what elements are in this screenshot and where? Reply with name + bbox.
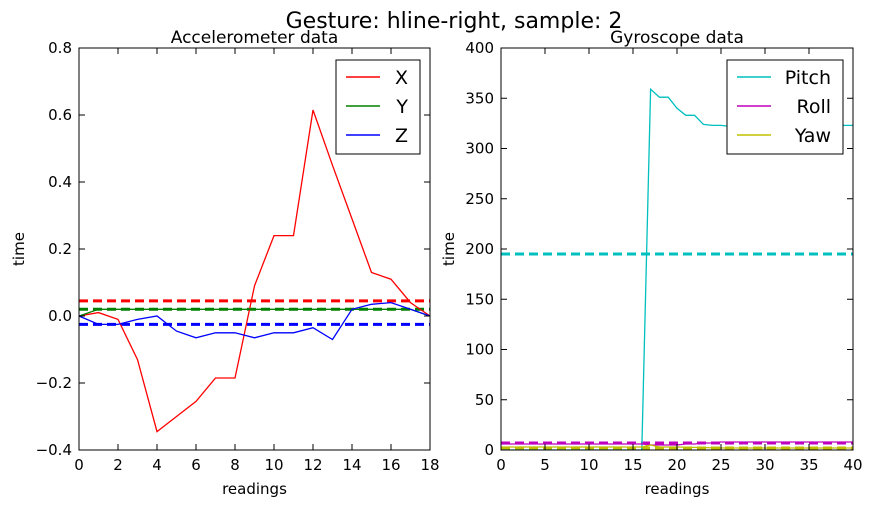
gyroscope-legend-box	[726, 59, 844, 155]
gyroscope-x-tick-label: 30	[755, 456, 774, 474]
accelerometer-x-tick-label: 10	[264, 456, 283, 474]
accelerometer-x-tick-label: 18	[420, 456, 439, 474]
accelerometer-y-tick-label: 0.2	[48, 240, 72, 258]
gyroscope-x-axis-label: readings	[645, 480, 710, 498]
accelerometer-legend-label-x: X	[395, 67, 408, 89]
gyroscope-legend-label-pitch: Pitch	[785, 67, 831, 89]
accelerometer-legend-box	[335, 59, 421, 155]
gyroscope-y-tick-label: 200	[465, 240, 494, 258]
accelerometer-y-tick-label: 0.6	[48, 106, 72, 124]
accelerometer-y-tick-label: −0.2	[36, 374, 72, 392]
gyroscope-series-yaw	[501, 444, 853, 449]
accelerometer-series-z	[79, 301, 430, 341]
gyroscope-x-tick-label: 40	[843, 456, 862, 474]
accelerometer-x-tick-label: 12	[303, 456, 322, 474]
gyroscope-legend-label-yaw: Yaw	[794, 125, 831, 147]
accelerometer-x-axis-label: readings	[222, 480, 287, 498]
accelerometer-series-x	[79, 109, 430, 433]
gyroscope-x-tick-label: 5	[540, 456, 550, 474]
accelerometer-x-tick-label: 6	[191, 456, 201, 474]
accelerometer-x-tick-label: 16	[381, 456, 400, 474]
gyroscope-y-tick-label: 100	[465, 341, 494, 359]
gyroscope-y-tick-label: 0	[484, 441, 494, 459]
gyroscope-x-tick-label: 35	[799, 456, 818, 474]
accelerometer-y-axis-label: time	[10, 232, 28, 266]
accelerometer-y-tick-label: 0.0	[48, 307, 72, 325]
gyroscope-y-axis-label: time	[440, 232, 458, 266]
accelerometer-y-tick-label: −0.4	[36, 441, 72, 459]
gyroscope-series-roll	[501, 441, 853, 446]
accelerometer-y-tick-label: 0.8	[48, 39, 72, 57]
accelerometer-x-tick-label: 0	[74, 456, 84, 474]
gyroscope-y-tick-label: 250	[465, 190, 494, 208]
gyroscope-legend-label-roll: Roll	[796, 96, 831, 118]
accelerometer-x-tick-label: 14	[342, 456, 361, 474]
figure-title: Gesture: hline-right, sample: 2	[286, 9, 623, 34]
gyroscope-legend: Pitch Roll Yaw	[726, 59, 844, 155]
accelerometer-legend-label-z: Z	[395, 125, 408, 147]
gyroscope-y-tick-label: 350	[465, 89, 494, 107]
gyroscope-x-tick-label: 25	[711, 456, 730, 474]
accelerometer-series-y	[79, 308, 430, 317]
accelerometer-chart: 0 2 4 6 8 10 12 14 16 18 −0.4 −0.2 0.0 0.2 0.4 0.6 0.8 Ac…	[10, 28, 440, 498]
gyroscope-x-tick-label: 20	[667, 456, 686, 474]
gyroscope-title: Gyroscope data	[610, 28, 744, 48]
accelerometer-x-tick-label: 2	[113, 456, 123, 474]
accelerometer-legend: XYZ	[335, 59, 421, 155]
gyroscope-y-tick-label: 150	[465, 290, 494, 308]
gyroscope-chart: 0 5 10 15 20 25 30 35 40050100150200250300350400…	[440, 28, 863, 498]
accelerometer-y-tick-label: 0.4	[48, 173, 72, 191]
gyroscope-x-tick-label: 15	[623, 456, 642, 474]
gyroscope-y-tick-label: 50	[475, 391, 494, 409]
accelerometer-x-tick-label: 4	[152, 456, 162, 474]
accelerometer-legend-label-y: Y	[395, 96, 408, 118]
accelerometer-x-tick-label: 8	[230, 456, 240, 474]
gyroscope-x-tick-label: 10	[579, 456, 598, 474]
accelerometer-title: Accelerometer data	[171, 28, 339, 48]
gyroscope-x-tick-label: 0	[496, 456, 506, 474]
gyroscope-y-tick-label: 400	[465, 39, 494, 57]
gyroscope-y-tick-label: 300	[465, 140, 494, 158]
